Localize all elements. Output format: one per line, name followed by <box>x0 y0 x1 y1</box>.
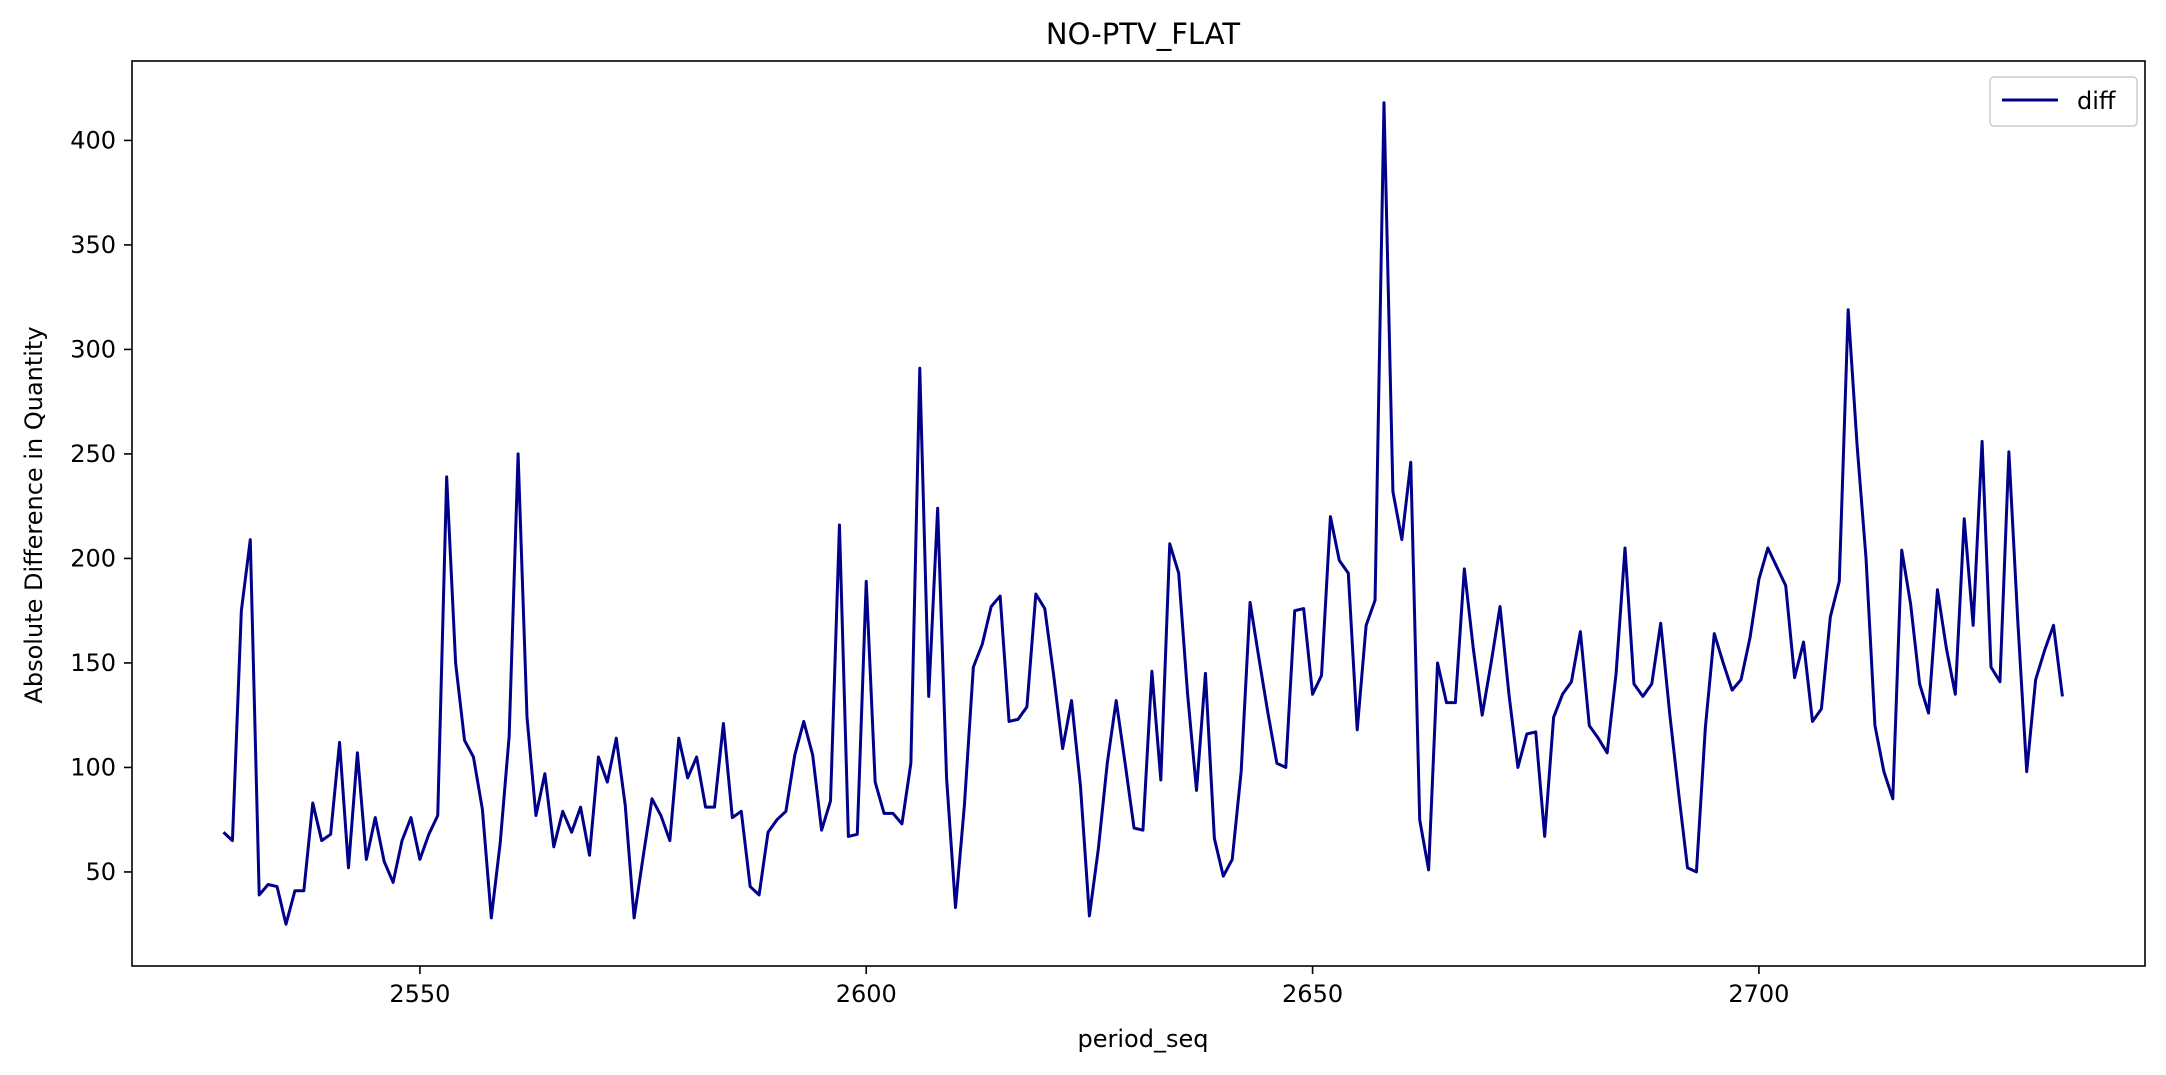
y-tick-label: 100 <box>70 753 116 781</box>
series-line-diff <box>222 101 2064 926</box>
x-tick-label: 2700 <box>1728 980 1789 1008</box>
y-tick-label: 300 <box>70 335 116 363</box>
x-axis-label: period_seq <box>1078 1025 1209 1053</box>
legend: diff <box>1989 76 2138 127</box>
x-tick-label: 2550 <box>389 980 450 1008</box>
plot-area: 2550 2600 2650 2700 50 100 150 200 250 300 350 400 <box>70 60 2146 1008</box>
y-axis-label: Absolute Difference in Quantity <box>20 326 48 703</box>
x-tick-label: 2650 <box>1282 980 1343 1008</box>
y-tick-label: 400 <box>70 126 116 154</box>
chart-title: NO-PTV_FLAT <box>1046 17 1240 51</box>
legend-frame <box>1989 76 2138 127</box>
y-tick-label: 350 <box>70 231 116 259</box>
y-tick-label: 200 <box>70 544 116 572</box>
y-tick-label: 250 <box>70 440 116 468</box>
y-tick-label: 50 <box>85 858 116 886</box>
x-tick-label: 2600 <box>836 980 897 1008</box>
legend-label-diff: diff <box>2077 87 2116 115</box>
y-tick-label: 150 <box>70 649 116 677</box>
axes-frame <box>131 60 2146 967</box>
